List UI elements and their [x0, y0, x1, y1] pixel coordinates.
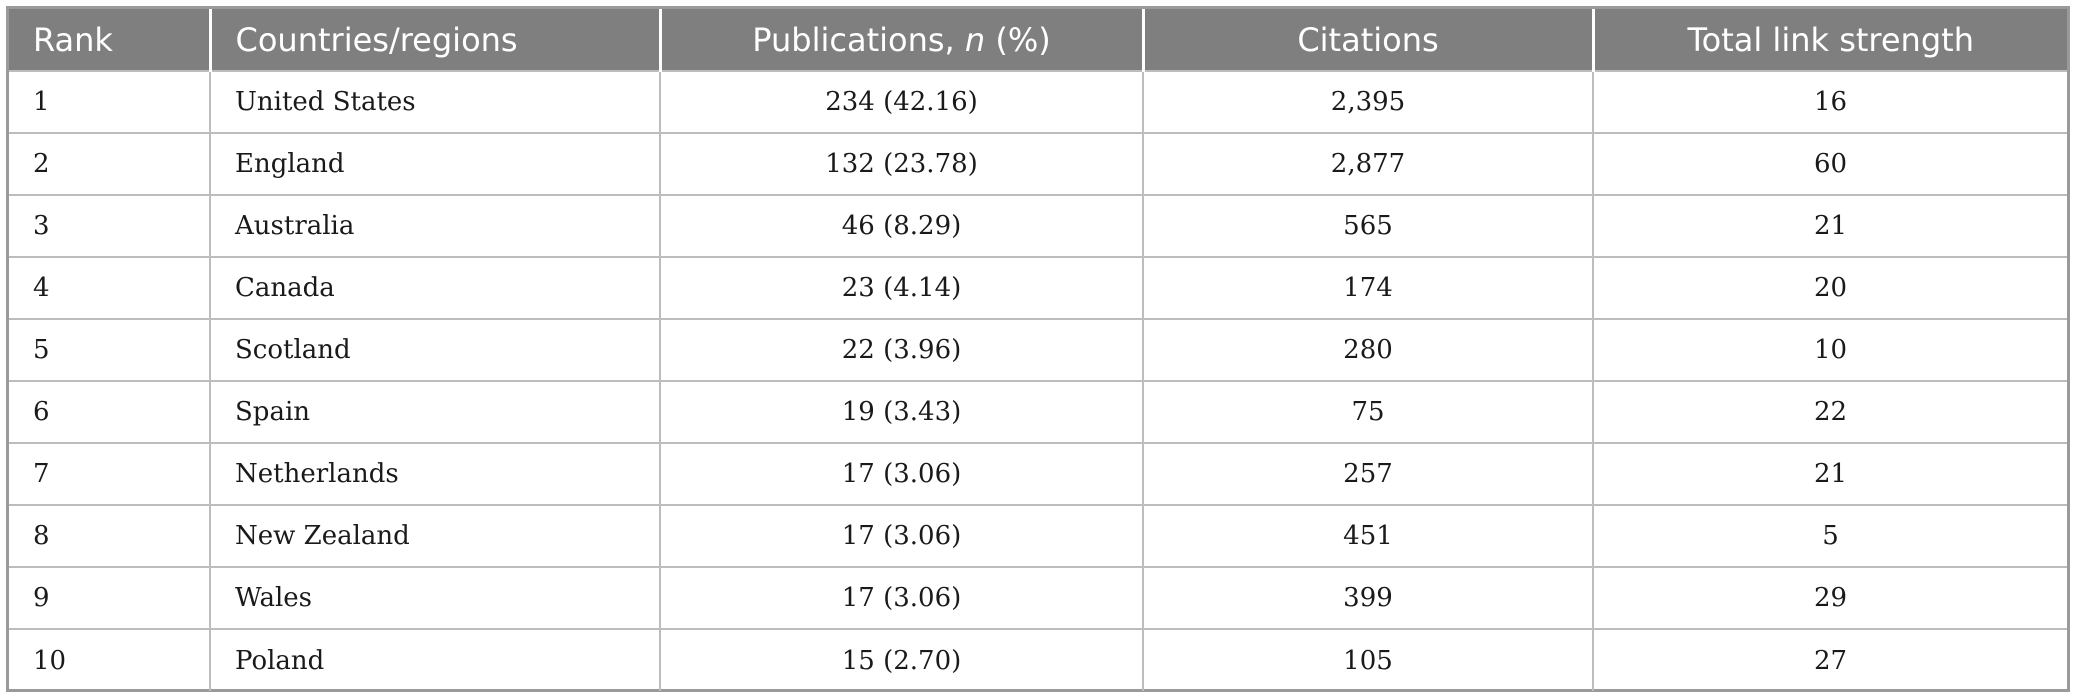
cell-publications: 17 (3.06) — [660, 504, 1144, 567]
cell-publications: 23 (4.14) — [660, 256, 1144, 319]
cell-total-link-strength: 21 — [1593, 194, 2067, 257]
table-row: 2 England 132 (23.78) 2,877 60 — [9, 132, 2067, 195]
header-citations: Citations — [1143, 9, 1595, 71]
cell-rank: 2 — [9, 132, 211, 195]
cell-publications: 46 (8.29) — [660, 194, 1144, 257]
table-row: 1 United States 234 (42.16) 2,395 16 — [9, 70, 2067, 133]
cell-country: Spain — [210, 380, 661, 443]
table-row: 4 Canada 23 (4.14) 174 20 — [9, 256, 2067, 319]
cell-rank: 5 — [9, 318, 211, 381]
cell-publications: 22 (3.96) — [660, 318, 1144, 381]
cell-country: Canada — [210, 256, 661, 319]
cell-country: New Zealand — [210, 504, 661, 567]
cell-rank: 10 — [9, 628, 211, 691]
cell-total-link-strength: 60 — [1593, 132, 2067, 195]
table-row: 7 Netherlands 17 (3.06) 257 21 — [9, 442, 2067, 505]
cell-rank: 1 — [9, 70, 211, 133]
cell-total-link-strength: 29 — [1593, 566, 2067, 629]
table-body: 1 United States 234 (42.16) 2,395 16 2 England… — [9, 70, 2067, 691]
cell-total-link-strength: 20 — [1593, 256, 2067, 319]
cell-rank: 4 — [9, 256, 211, 319]
cell-rank: 6 — [9, 380, 211, 443]
header-publications-n: n — [964, 20, 986, 59]
cell-total-link-strength: 5 — [1593, 504, 2067, 567]
cell-country: England — [210, 132, 661, 195]
header-publications: Publications, n (%) — [660, 9, 1145, 71]
cell-country: Scotland — [210, 318, 661, 381]
header-row: Rank Countries/regions Publications, n (… — [9, 9, 2067, 71]
header-rank: Rank — [9, 9, 212, 71]
cell-total-link-strength: 21 — [1593, 442, 2067, 505]
cell-citations: 174 — [1143, 256, 1594, 319]
table-header: Rank Countries/regions Publications, n (… — [9, 9, 2067, 71]
cell-total-link-strength: 27 — [1593, 628, 2067, 691]
cell-country: Australia — [210, 194, 661, 257]
cell-citations: 399 — [1143, 566, 1594, 629]
table-row: 9 Wales 17 (3.06) 399 29 — [9, 566, 2067, 629]
cell-citations: 280 — [1143, 318, 1594, 381]
cell-rank: 3 — [9, 194, 211, 257]
cell-publications: 234 (42.16) — [660, 70, 1144, 133]
cell-citations: 257 — [1143, 442, 1594, 505]
header-total-link-strength: Total link strength — [1593, 9, 2067, 71]
countries-publications-table: Rank Countries/regions Publications, n (… — [9, 9, 2067, 691]
cell-total-link-strength: 22 — [1593, 380, 2067, 443]
cell-citations: 2,877 — [1143, 132, 1594, 195]
header-publications-suffix: (%) — [985, 20, 1051, 59]
table-row: 3 Australia 46 (8.29) 565 21 — [9, 194, 2067, 257]
cell-citations: 565 — [1143, 194, 1594, 257]
cell-publications: 132 (23.78) — [660, 132, 1144, 195]
cell-total-link-strength: 10 — [1593, 318, 2067, 381]
cell-publications: 17 (3.06) — [660, 442, 1144, 505]
cell-publications: 17 (3.06) — [660, 566, 1144, 629]
cell-publications: 19 (3.43) — [660, 380, 1144, 443]
header-publications-prefix: Publications, — [752, 20, 965, 59]
cell-total-link-strength: 16 — [1593, 70, 2067, 133]
cell-rank: 8 — [9, 504, 211, 567]
cell-citations: 2,395 — [1143, 70, 1594, 133]
cell-citations: 451 — [1143, 504, 1594, 567]
table-row: 10 Poland 15 (2.70) 105 27 — [9, 628, 2067, 691]
table-row: 8 New Zealand 17 (3.06) 451 5 — [9, 504, 2067, 567]
cell-country: United States — [210, 70, 661, 133]
cell-citations: 75 — [1143, 380, 1594, 443]
cell-citations: 105 — [1143, 628, 1594, 691]
cell-country: Wales — [210, 566, 661, 629]
cell-country: Poland — [210, 628, 661, 691]
header-country: Countries/regions — [210, 9, 662, 71]
cell-publications: 15 (2.70) — [660, 628, 1144, 691]
cell-country: Netherlands — [210, 442, 661, 505]
table-row: 6 Spain 19 (3.43) 75 22 — [9, 380, 2067, 443]
cell-rank: 7 — [9, 442, 211, 505]
table-row: 5 Scotland 22 (3.96) 280 10 — [9, 318, 2067, 381]
data-table-frame: Rank Countries/regions Publications, n (… — [6, 6, 2070, 692]
cell-rank: 9 — [9, 566, 211, 629]
